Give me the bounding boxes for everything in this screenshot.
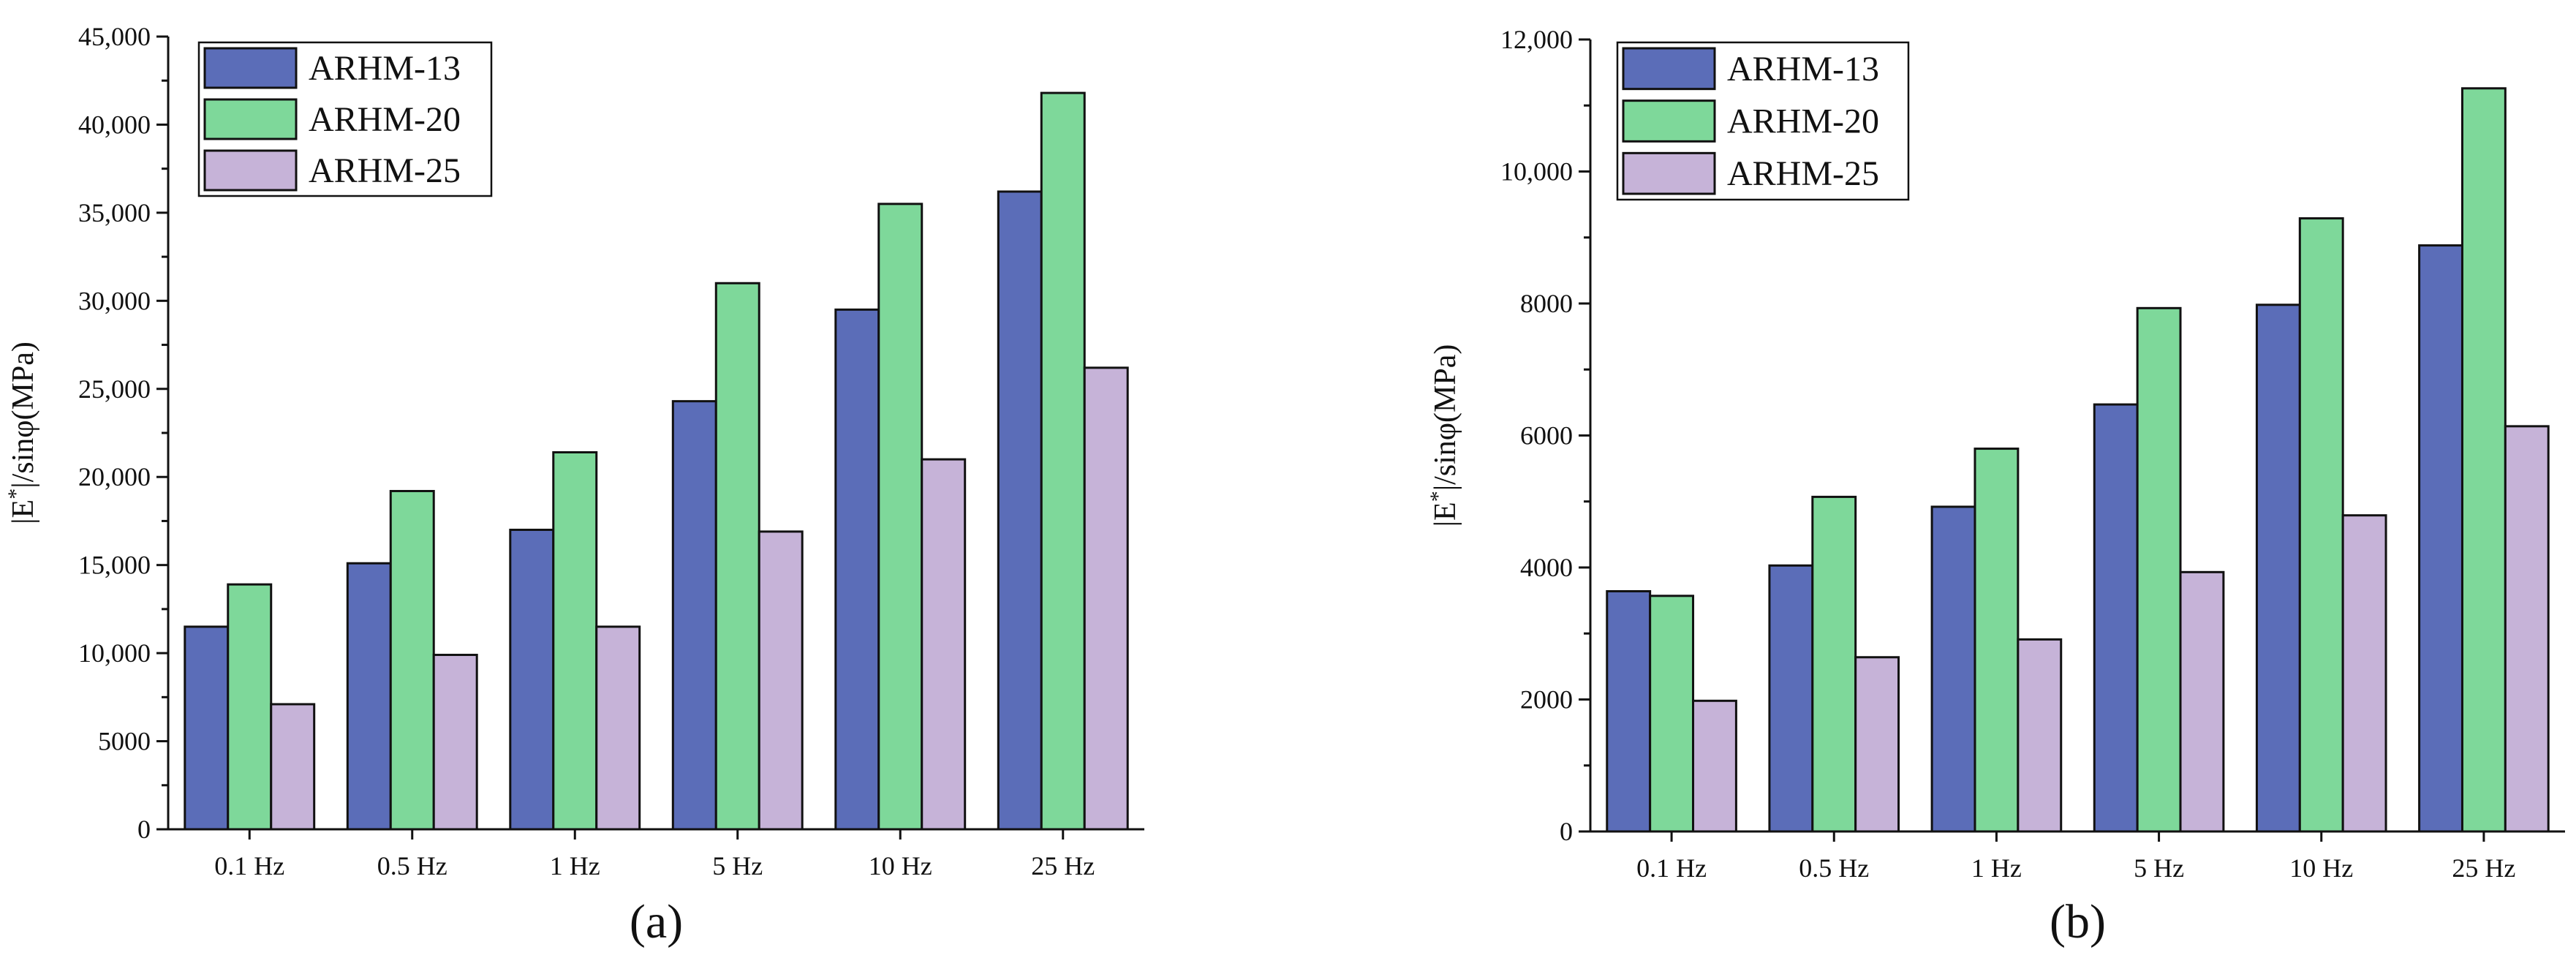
bar-arhm-20-1hz [1973,448,2020,833]
bar-arhm-25-25hz [2504,425,2550,833]
y-tick-label: 8000 [1520,289,1573,318]
x-tick-label: 0.1 Hz [214,851,284,880]
bar-arhm-13-0_1hz [184,625,230,831]
legend-swatch-arhm-13 [203,47,298,89]
bar-arhm-25-0_1hz [1692,699,1737,833]
chart-panel-a: 0 5000 10,000 15,000 20,000 25,000 30,000 35,00… [4,22,1144,948]
bar-arhm-20-10hz [877,203,923,831]
y-tick-label: 5000 [98,727,151,756]
x-tick-label: 0.5 Hz [377,851,447,880]
bar-arhm-20-1hz [552,450,598,831]
legend-label-arhm-13: ARHM-13 [309,49,461,88]
x-tick-label: 10 Hz [869,851,932,880]
y-tick-label: 25,000 [78,374,151,404]
bar-arhm-25-0_1hz [270,703,316,831]
bar-arhm-20-0_5hz [389,489,435,831]
bar-arhm-13-1hz [1930,505,1976,833]
x-tick-label: 5 Hz [712,851,763,880]
bar-arhm-13-10hz [834,308,880,831]
y-tick-label: 4000 [1520,553,1573,582]
y-axis-title: |E*|/sinφ(MPa) [1426,344,1462,527]
y-tick-label: 20,000 [78,462,151,491]
bar-arhm-20-0_5hz [1811,495,1857,833]
y-tick-label: 10,000 [1500,157,1573,186]
legend-swatch-arhm-20 [203,98,298,140]
bar-arhm-20-0_1hz [1649,595,1695,833]
y-tick-label: 35,000 [78,198,151,227]
x-tick-label: 10 Hz [2289,853,2353,883]
bar-arhm-25-10hz [921,458,967,831]
bar-arhm-25-10hz [2341,514,2387,833]
bar-arhm-25-5hz [2179,570,2225,833]
bar-arhm-25-0_5hz [432,654,478,831]
bar-arhm-13-5hz [2093,403,2139,833]
bar-arhm-13-0_5hz [346,562,392,831]
legend-label-arhm-13: ARHM-13 [1727,50,1879,88]
y-tick-label: 2000 [1520,685,1573,714]
bar-arhm-13-5hz [671,400,717,831]
bar-arhm-20-5hz [2136,306,2182,833]
legend: ARHM-13 ARHM-20 ARHM-25 [1616,41,1910,201]
legend-label-arhm-25: ARHM-25 [1727,154,1879,193]
y-tick-label: 30,000 [78,286,151,315]
legend-label-arhm-20: ARHM-20 [1727,102,1879,141]
bar-arhm-25-1hz [2017,638,2063,833]
y-tick-label: 0 [1560,817,1573,846]
bar-arhm-13-0_5hz [1768,564,1814,833]
bar-arhm-25-1hz [595,625,641,831]
y-tick-label: 0 [137,815,151,844]
bar-arhm-20-25hz [1040,91,1086,831]
x-tick-label: 1 Hz [1971,853,2022,883]
x-tick-label: 5 Hz [2134,853,2184,883]
bar-arhm-13-1hz [509,528,555,831]
y-tick-label: 12,000 [1500,25,1573,54]
legend-swatch-arhm-25 [1622,151,1716,195]
legend: ARHM-13 ARHM-20 ARHM-25 [197,41,493,197]
bar-arhm-13-0_1hz [1606,589,1652,833]
bar-arhm-25-5hz [758,530,804,831]
panel-label: (b) [2050,895,2106,948]
bar-arhm-25-25hz [1083,366,1129,831]
legend-swatch-arhm-25 [203,149,298,192]
legend-label-arhm-25: ARHM-25 [309,151,461,190]
legend-label-arhm-20: ARHM-20 [309,100,461,139]
panel-label: (a) [630,895,683,948]
legend-swatch-arhm-13 [1622,47,1716,91]
chart-panel-b: 0 2000 4000 6000 8000 10,000 12,000 0.1 Hz 0.5 H… [1426,25,2565,948]
bar-arhm-20-5hz [714,282,760,831]
x-tick-label: 25 Hz [2452,853,2515,883]
x-tick-label: 1 Hz [550,851,600,880]
legend-swatch-arhm-20 [1622,99,1716,143]
bar-arhm-25-0_5hz [1854,656,1900,833]
bar-arhm-20-25hz [2460,87,2507,833]
y-tick-label: 45,000 [78,22,151,51]
bar-arhm-13-10hz [2255,303,2301,833]
x-tick-label: 25 Hz [1031,851,1095,880]
bar-arhm-20-10hz [2298,217,2344,833]
x-tick-label: 0.5 Hz [1799,853,1869,883]
bar-arhm-13-25hz [2418,244,2463,833]
y-tick-label: 40,000 [78,110,151,139]
bar-arhm-13-25hz [997,190,1043,831]
x-tick-label: 0.1 Hz [1636,853,1707,883]
y-axis-title: |E*|/sinφ(MPa) [4,342,40,524]
y-tick-label: 15,000 [78,551,151,580]
y-tick-label: 6000 [1520,421,1573,450]
y-tick-label: 10,000 [78,638,151,668]
bar-arhm-20-0_1hz [227,583,273,831]
